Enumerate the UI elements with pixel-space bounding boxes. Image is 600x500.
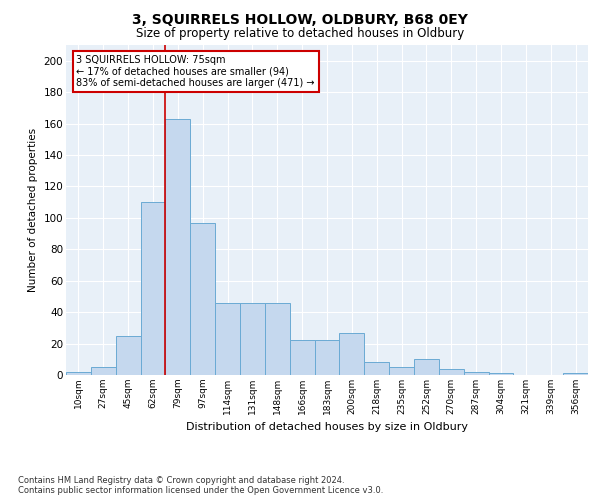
Text: Size of property relative to detached houses in Oldbury: Size of property relative to detached ho…	[136, 28, 464, 40]
Bar	[414, 360, 439, 375]
Bar	[290, 340, 314, 375]
Bar	[91, 367, 116, 375]
Bar	[190, 222, 215, 375]
Bar	[389, 367, 414, 375]
Bar	[140, 202, 166, 375]
Bar	[340, 332, 364, 375]
Bar	[563, 374, 588, 375]
Bar	[464, 372, 488, 375]
Bar	[166, 119, 190, 375]
Bar	[439, 368, 464, 375]
Bar	[116, 336, 140, 375]
Bar	[265, 302, 290, 375]
Bar	[488, 374, 514, 375]
Text: 3 SQUIRRELS HOLLOW: 75sqm
← 17% of detached houses are smaller (94)
83% of semi-: 3 SQUIRRELS HOLLOW: 75sqm ← 17% of detac…	[76, 55, 315, 88]
Text: 3, SQUIRRELS HOLLOW, OLDBURY, B68 0EY: 3, SQUIRRELS HOLLOW, OLDBURY, B68 0EY	[132, 12, 468, 26]
Bar	[215, 302, 240, 375]
Bar	[314, 340, 340, 375]
Text: Contains HM Land Registry data © Crown copyright and database right 2024.: Contains HM Land Registry data © Crown c…	[18, 476, 344, 485]
Y-axis label: Number of detached properties: Number of detached properties	[28, 128, 38, 292]
Bar	[66, 372, 91, 375]
Text: Contains public sector information licensed under the Open Government Licence v3: Contains public sector information licen…	[18, 486, 383, 495]
Bar	[240, 302, 265, 375]
X-axis label: Distribution of detached houses by size in Oldbury: Distribution of detached houses by size …	[186, 422, 468, 432]
Bar	[364, 362, 389, 375]
